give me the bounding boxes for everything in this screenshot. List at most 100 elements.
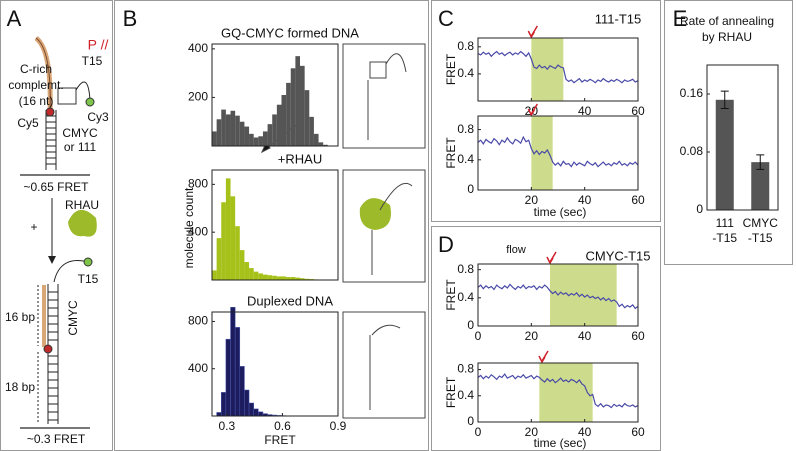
y-axis-label: molecule count bbox=[182, 187, 196, 268]
y-tick-label: 0.4 bbox=[457, 290, 474, 304]
y-tick-label: 0 bbox=[696, 202, 703, 216]
flow-arrow bbox=[527, 103, 538, 117]
chart-title: Rate of annealing bbox=[680, 14, 774, 28]
plot-frame bbox=[706, 64, 779, 211]
histogram-bar bbox=[258, 136, 263, 146]
y-tick-label: 400 bbox=[188, 361, 208, 375]
diagram-label: ~0.65 FRET bbox=[23, 180, 89, 194]
diagram-label: (16 nt) bbox=[19, 94, 54, 108]
histogram-bar bbox=[253, 137, 259, 146]
histogram-bar bbox=[290, 68, 296, 146]
histogram-bar bbox=[249, 133, 254, 146]
plot-frame bbox=[211, 169, 339, 281]
y-tick-label: 400 bbox=[188, 41, 208, 55]
x-tick-label: 20 bbox=[525, 329, 539, 343]
histogram-bar bbox=[267, 124, 273, 146]
flow-arrow bbox=[538, 350, 549, 364]
histogram-bar bbox=[235, 115, 240, 146]
cy5-dot-2 bbox=[43, 344, 53, 354]
x-tick-label: 60 bbox=[631, 193, 645, 207]
histogram-bar bbox=[230, 196, 236, 280]
chart-title: Duplexed DNA bbox=[247, 293, 333, 308]
quadruplex bbox=[57, 87, 77, 105]
panel-label: D bbox=[438, 232, 454, 257]
histogram-bar bbox=[281, 95, 287, 146]
bar bbox=[715, 99, 734, 210]
plot-frame bbox=[477, 115, 639, 191]
trace-line bbox=[477, 50, 639, 84]
histogram-bar bbox=[253, 408, 259, 417]
schematic-box bbox=[342, 169, 426, 283]
y-tick-label: 0.16 bbox=[680, 86, 704, 100]
y-tick-label: 0.4 bbox=[457, 388, 474, 402]
y-tick-label: 200 bbox=[188, 90, 208, 104]
histogram-bar bbox=[258, 411, 264, 417]
flow-arrow bbox=[546, 251, 557, 265]
flow-arrow bbox=[527, 25, 538, 39]
histogram-bar bbox=[239, 250, 245, 280]
y-tick-label: 0.08 bbox=[680, 144, 704, 158]
histogram-bar bbox=[286, 82, 291, 146]
histogram-bar bbox=[253, 271, 259, 280]
plot-frame bbox=[211, 311, 339, 417]
c-rich-outline bbox=[35, 37, 51, 113]
y-tick-label: 0.8 bbox=[457, 362, 474, 376]
plot-frame bbox=[477, 37, 639, 102]
schematic-tail bbox=[371, 324, 401, 336]
histogram-bar bbox=[272, 275, 277, 280]
histogram-bar bbox=[323, 144, 328, 146]
histogram-bar bbox=[244, 126, 250, 146]
histogram-bar bbox=[276, 276, 282, 280]
histogram-bar bbox=[286, 277, 291, 280]
x-tick-label: 40 bbox=[578, 425, 592, 439]
plot-frame bbox=[477, 362, 639, 423]
histogram-bar bbox=[230, 110, 236, 146]
chart-title: GQ-CMYC formed DNA bbox=[221, 25, 359, 40]
error-bar bbox=[756, 154, 765, 170]
histogram-bar bbox=[216, 412, 222, 417]
diagram-label: ~0.3 FRET bbox=[27, 432, 86, 446]
histogram-bar bbox=[267, 275, 273, 280]
schematics-b bbox=[260, 43, 426, 419]
x-tick-label: 0.9 bbox=[330, 419, 347, 433]
arrow-head bbox=[48, 256, 56, 264]
x-axis-label: time (sec) bbox=[534, 436, 587, 450]
panel-label: C bbox=[438, 6, 454, 31]
diagram-label: 16 bp bbox=[5, 310, 35, 324]
cy5-dot bbox=[45, 107, 55, 117]
shaded-interval bbox=[539, 363, 593, 422]
histogram-bar bbox=[295, 277, 301, 280]
histogram-bar bbox=[221, 202, 226, 280]
y-tick-label: 0.8 bbox=[457, 39, 474, 53]
x-axis-label: FRET bbox=[264, 433, 296, 447]
diagram-label: P // bbox=[88, 37, 109, 53]
panel-label: A bbox=[7, 6, 22, 31]
histogram-bar bbox=[212, 131, 217, 146]
x-tick-label: 40 bbox=[578, 104, 592, 118]
histogram-bar bbox=[309, 116, 314, 146]
histogram-bar bbox=[248, 402, 254, 417]
diagram-label: CMYC bbox=[62, 126, 98, 140]
histogram-bar bbox=[221, 392, 227, 417]
histogram-bar bbox=[234, 327, 241, 417]
histogram-bar bbox=[262, 131, 268, 146]
plot-frame bbox=[211, 43, 339, 147]
x-tick-label: -T15 bbox=[712, 231, 737, 245]
x-tick-label: 40 bbox=[578, 329, 592, 343]
y-tick-label: 0 bbox=[467, 182, 474, 196]
histogram-bar bbox=[313, 133, 319, 146]
histogram-bar bbox=[216, 119, 222, 146]
trace-line bbox=[477, 373, 639, 409]
histogram-bar bbox=[295, 56, 301, 147]
shaded-interval bbox=[531, 116, 553, 190]
histogram-bar bbox=[276, 104, 282, 146]
panel-c-border bbox=[431, 0, 661, 222]
histogram-bar bbox=[272, 114, 277, 146]
y-axis-label: FRET bbox=[444, 53, 458, 85]
diagram-label: 18 bp bbox=[5, 380, 35, 394]
diagram-label: T15 bbox=[82, 54, 103, 68]
diagram-label: RHAU bbox=[65, 198, 99, 212]
chart-title: by RHAU bbox=[702, 30, 752, 44]
y-tick-label: 800 bbox=[188, 314, 208, 328]
diagram-a bbox=[20, 36, 97, 429]
